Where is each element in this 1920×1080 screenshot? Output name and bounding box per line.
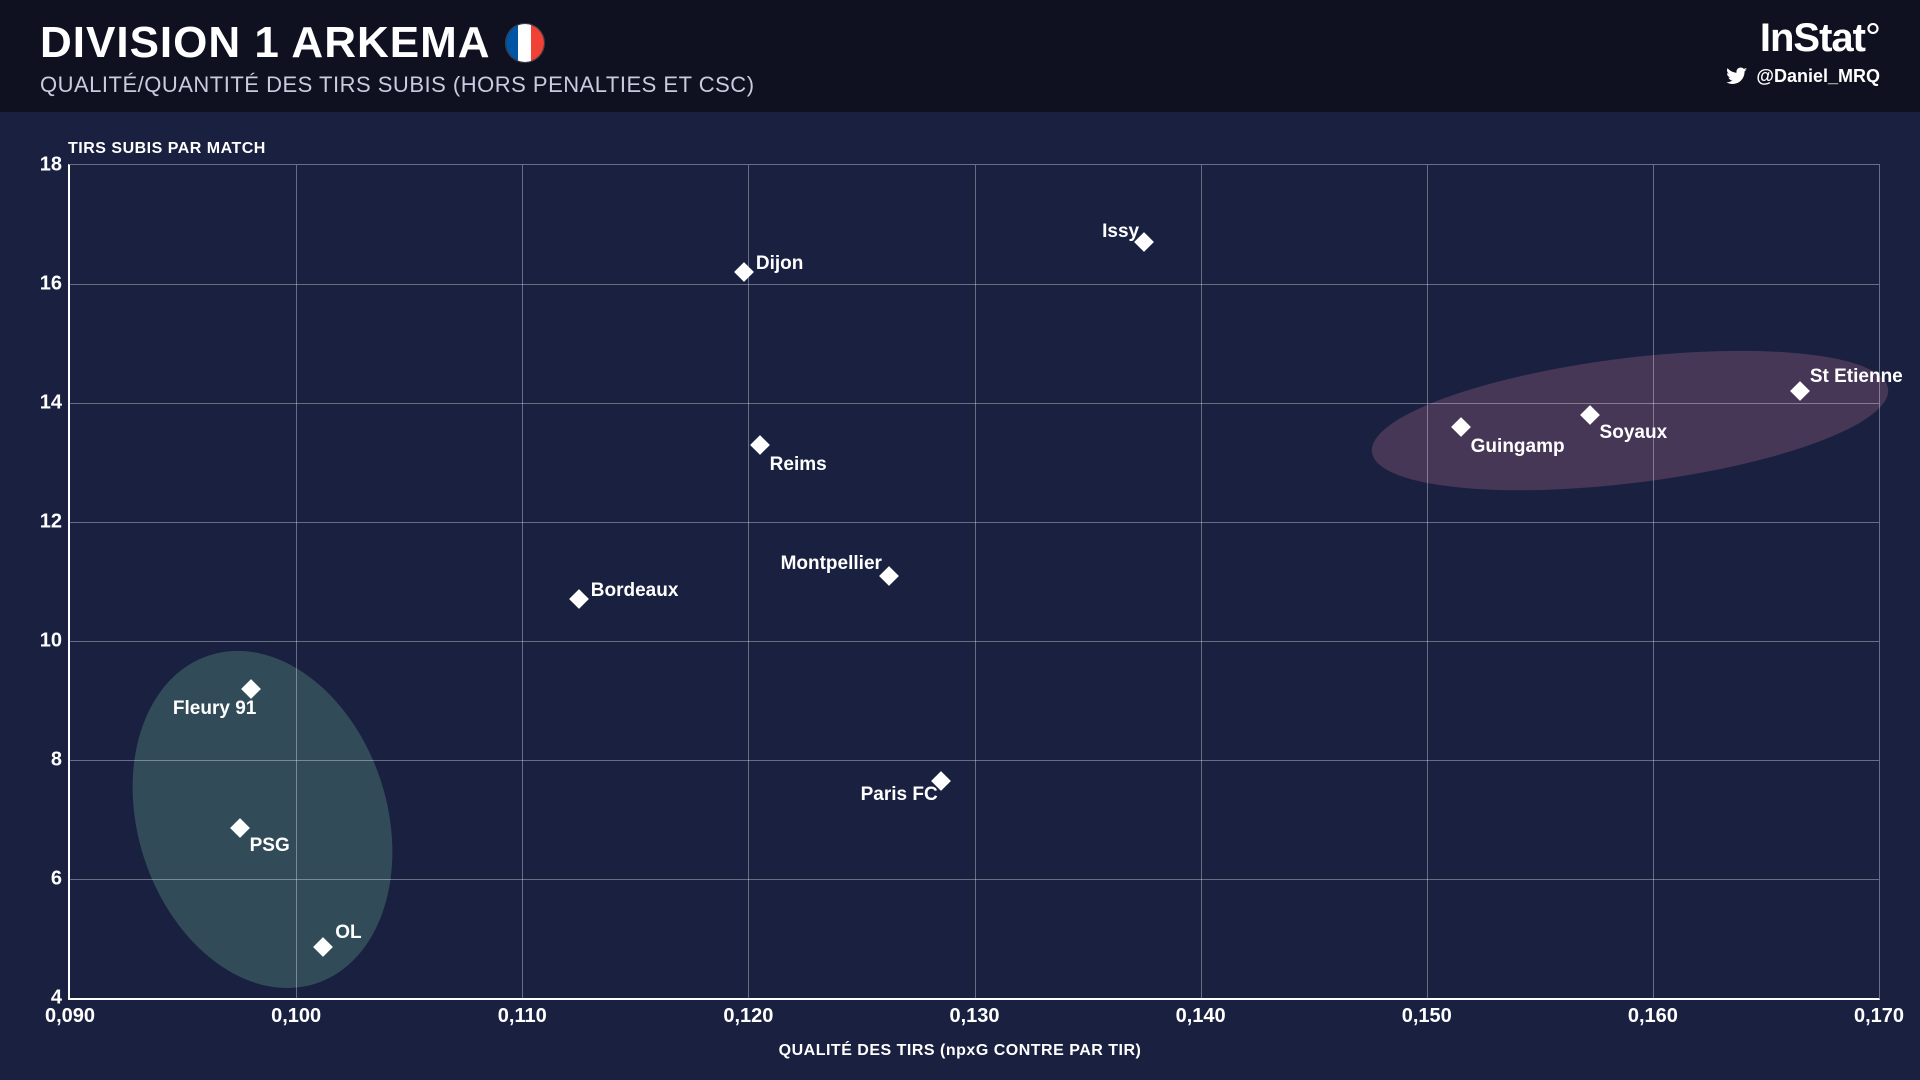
x-tick: 0,100 — [271, 1005, 321, 1028]
y-tick: 12 — [30, 511, 62, 534]
grid-h — [70, 760, 1879, 761]
data-point — [734, 262, 754, 282]
page-title: DIVISION 1 ARKEMA — [40, 18, 1880, 68]
france-flag-icon — [505, 23, 545, 63]
data-label: Bordeaux — [591, 580, 679, 602]
y-axis-title: TIRS SUBIS PAR MATCH — [68, 140, 266, 158]
flag-stripe-white — [518, 24, 531, 62]
x-tick: 0,150 — [1402, 1005, 1452, 1028]
data-label: Guingamp — [1471, 436, 1565, 458]
grid-h — [70, 879, 1879, 880]
y-tick: 14 — [30, 392, 62, 415]
x-tick: 0,130 — [949, 1005, 999, 1028]
grid-h — [70, 522, 1879, 523]
grid-v — [748, 165, 749, 998]
x-tick: 0,170 — [1854, 1005, 1904, 1028]
data-point — [1451, 417, 1471, 437]
grid-v — [1201, 165, 1202, 998]
data-point — [230, 819, 250, 839]
grid-v — [296, 165, 297, 998]
header: DIVISION 1 ARKEMA QUALITÉ/QUANTITÉ DES T… — [0, 0, 1920, 112]
x-axis-title: QUALITÉ DES TIRS (npxG CONTRE PAR TIR) — [40, 1042, 1880, 1060]
twitter-handle: @Daniel_MRQ — [1726, 65, 1880, 87]
y-tick: 18 — [30, 154, 62, 177]
data-point — [1580, 405, 1600, 425]
x-tick: 0,160 — [1628, 1005, 1678, 1028]
data-label: Soyaux — [1600, 422, 1668, 444]
highlight-ellipse — [1365, 327, 1896, 514]
flag-stripe-red — [531, 24, 544, 62]
data-label: Reims — [770, 454, 827, 476]
brand-block: InStat° @Daniel_MRQ — [1726, 16, 1880, 87]
data-label: Paris FC — [861, 784, 938, 806]
title-text: DIVISION 1 ARKEMA — [40, 18, 491, 68]
data-label: Montpellier — [781, 553, 882, 575]
data-point — [1790, 381, 1810, 401]
data-point — [313, 938, 333, 958]
data-label: OL — [335, 922, 361, 944]
chart-area: TIRS SUBIS PAR MATCH 0,0900,1000,1100,12… — [40, 140, 1880, 1060]
grid-h — [70, 403, 1879, 404]
page-subtitle: QUALITÉ/QUANTITÉ DES TIRS SUBIS (HORS PE… — [40, 72, 1880, 98]
scatter-plot: 0,0900,1000,1100,1200,1300,1400,1500,160… — [68, 164, 1880, 1000]
x-tick: 0,110 — [498, 1005, 547, 1028]
data-point — [569, 589, 589, 609]
data-label: St Etienne — [1810, 366, 1903, 388]
y-tick: 6 — [30, 868, 62, 891]
y-tick: 8 — [30, 749, 62, 772]
grid-v — [1427, 165, 1428, 998]
x-tick: 0,120 — [723, 1005, 773, 1028]
data-label: Fleury 91 — [173, 698, 256, 720]
y-tick: 16 — [30, 273, 62, 296]
data-label: Dijon — [756, 253, 804, 275]
x-tick: 0,140 — [1176, 1005, 1226, 1028]
grid-h — [70, 641, 1879, 642]
grid-v — [522, 165, 523, 998]
highlight-ellipse — [91, 617, 434, 1022]
data-label: Issy — [1102, 221, 1139, 243]
flag-stripe-blue — [506, 24, 519, 62]
data-point — [241, 679, 261, 699]
grid-h — [70, 284, 1879, 285]
twitter-icon — [1726, 65, 1748, 87]
data-point — [750, 435, 770, 455]
y-tick: 4 — [30, 987, 62, 1010]
instat-logo: InStat° — [1726, 16, 1880, 61]
data-label: PSG — [250, 835, 290, 857]
y-tick: 10 — [30, 630, 62, 653]
grid-v — [1653, 165, 1654, 998]
grid-v — [975, 165, 976, 998]
